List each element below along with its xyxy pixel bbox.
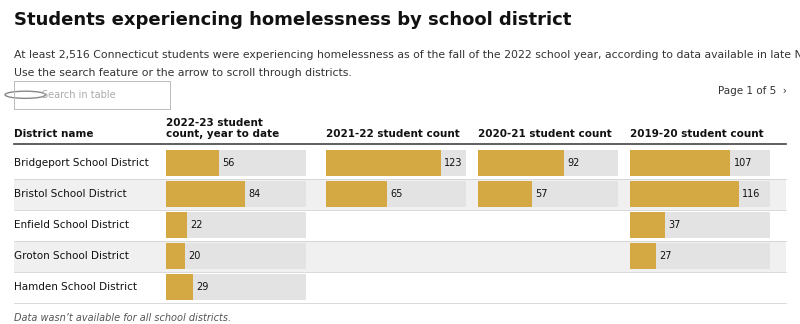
Text: 2022-23 student
count, year to date: 2022-23 student count, year to date — [166, 118, 280, 139]
Text: 57: 57 — [534, 189, 547, 199]
Text: At least 2,516 Connecticut students were experiencing homelessness as of the fal: At least 2,516 Connecticut students were… — [14, 50, 800, 60]
Text: Search in table: Search in table — [42, 90, 116, 100]
Text: 65: 65 — [390, 189, 402, 199]
Text: 22: 22 — [190, 220, 202, 230]
Text: 56: 56 — [222, 158, 234, 168]
Text: 123: 123 — [445, 158, 463, 168]
Text: Hamden School District: Hamden School District — [14, 283, 138, 292]
Text: Page 1 of 5  ›: Page 1 of 5 › — [718, 86, 786, 96]
Text: Groton School District: Groton School District — [14, 251, 130, 261]
Text: Students experiencing homelessness by school district: Students experiencing homelessness by sc… — [14, 11, 572, 29]
Text: 27: 27 — [659, 251, 671, 261]
Text: Data wasn’t available for all school districts.: Data wasn’t available for all school dis… — [14, 313, 231, 323]
Text: 92: 92 — [567, 158, 580, 168]
Text: 2021-22 student count: 2021-22 student count — [326, 129, 460, 139]
Text: 116: 116 — [742, 189, 760, 199]
Text: 37: 37 — [668, 220, 681, 230]
Text: 2020-21 student count: 2020-21 student count — [478, 129, 612, 139]
Text: Enfield School District: Enfield School District — [14, 220, 130, 230]
Text: 2019-20 student count: 2019-20 student count — [630, 129, 764, 139]
Text: Use the search feature or the arrow to scroll through districts.: Use the search feature or the arrow to s… — [14, 68, 352, 78]
Text: 20: 20 — [188, 251, 201, 261]
Text: Bristol School District: Bristol School District — [14, 189, 127, 199]
Text: 84: 84 — [248, 189, 260, 199]
Text: 107: 107 — [734, 158, 752, 168]
Text: 29: 29 — [197, 283, 209, 292]
Text: District name: District name — [14, 129, 94, 139]
Text: Bridgeport School District: Bridgeport School District — [14, 158, 149, 168]
